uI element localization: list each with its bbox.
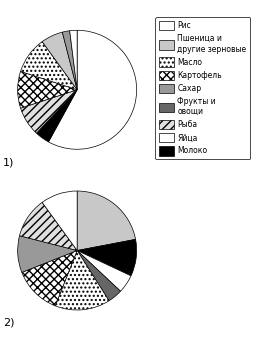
Wedge shape [36, 90, 77, 142]
Legend: Рис, Пшеница и
другие зерновые, Масло, Картофель, Сахар, Фрукты и
овощи, Рыба, Я: Рис, Пшеница и другие зерновые, Масло, К… [155, 17, 250, 159]
Wedge shape [42, 32, 77, 90]
Wedge shape [21, 90, 77, 133]
Text: 2): 2) [3, 318, 14, 328]
Wedge shape [21, 42, 77, 90]
Wedge shape [77, 239, 136, 276]
Wedge shape [55, 250, 109, 310]
Wedge shape [19, 202, 77, 250]
Wedge shape [18, 71, 77, 108]
Wedge shape [77, 250, 120, 301]
Wedge shape [70, 30, 77, 90]
Wedge shape [77, 191, 136, 250]
Wedge shape [42, 191, 77, 250]
Wedge shape [48, 30, 136, 149]
Wedge shape [22, 250, 77, 306]
Text: 1): 1) [3, 157, 14, 167]
Wedge shape [62, 31, 77, 90]
Wedge shape [77, 250, 131, 291]
Wedge shape [18, 236, 77, 273]
